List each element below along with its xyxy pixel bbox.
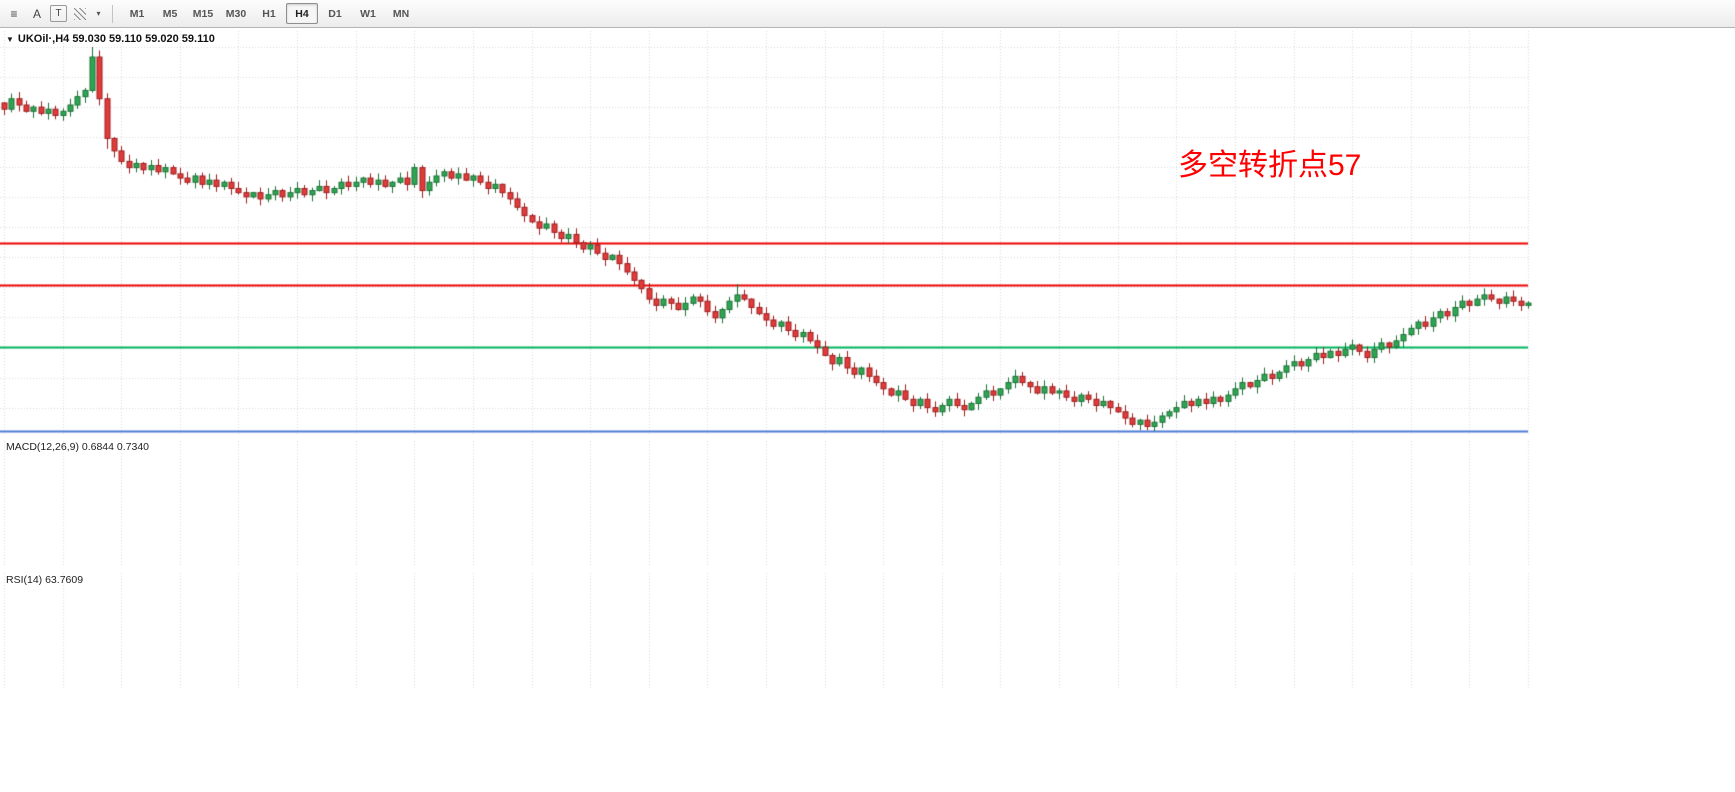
price-scale	[1531, 0, 1585, 712]
toolbar-tools-group: ≡ A T ▾	[4, 3, 104, 25]
timeframe-m30[interactable]: M30	[225, 7, 247, 20]
toolbar-separator	[112, 4, 113, 23]
symbol-ohlc-text: UKOil·,H4 59.030 59.110 59.020 59.110	[17, 33, 215, 45]
timeframe-d1[interactable]: D1	[328, 7, 342, 20]
timeframe-mn[interactable]: MN	[392, 7, 410, 20]
timeframe-h4[interactable]: H4	[286, 3, 318, 24]
toolbar-grip-icon[interactable]: ≡	[10, 6, 18, 21]
timeframe-m15[interactable]: M15	[192, 7, 214, 20]
timeframe-w1[interactable]: W1	[360, 7, 376, 20]
timeframe-m5[interactable]: M5	[162, 7, 178, 20]
chart-menu-arrow-icon[interactable]: ▼	[6, 34, 14, 44]
fibonacci-tool[interactable]	[70, 3, 90, 25]
time-scale	[0, 694, 1583, 710]
tools-dropdown-caret[interactable]: ▾	[96, 9, 101, 18]
timeframe-h1[interactable]: H1	[262, 7, 276, 20]
timeframe-m1[interactable]: M1	[129, 7, 145, 20]
toolbar: ≡ A T ▾ M1 M5 M15 M30 H1 H4 D1 W1 MN	[0, 0, 1735, 28]
symbol-label: ▼ UKOil·,H4 59.030 59.110 59.020 59.110	[6, 33, 215, 45]
macd-indicator-label: MACD(12,26,9) 0.6844 0.7340	[6, 441, 150, 453]
fibonacci-icon	[74, 7, 86, 20]
chart-annotation: 多空转折点57	[1178, 149, 1362, 182]
text-label-tool[interactable]: T	[50, 5, 67, 22]
text-annotation-tool[interactable]: A	[32, 6, 41, 21]
rsi-indicator-label: RSI(14) 63.7609	[6, 574, 84, 586]
timeframe-buttons-group: M1 M5 M15 M30 H1 H4 D1 W1 MN	[121, 3, 417, 24]
